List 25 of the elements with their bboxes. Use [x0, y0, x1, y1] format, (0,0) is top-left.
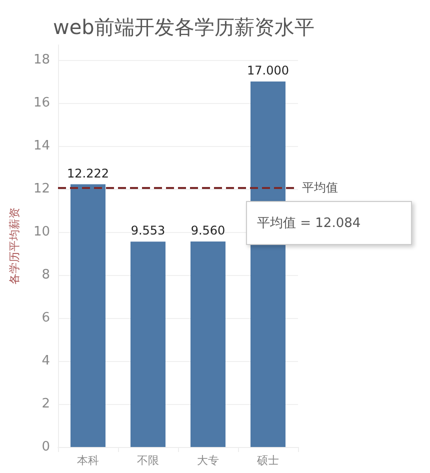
y-axis-title: 各学历平均薪资 — [8, 208, 21, 284]
bar — [190, 241, 226, 447]
data-label: 9.560 — [190, 223, 226, 238]
bar — [70, 184, 106, 447]
y-tick-label: 0 — [42, 440, 50, 454]
x-tick-label: 不限 — [137, 454, 159, 467]
y-tick-label: 6 — [42, 310, 50, 326]
bar — [130, 242, 166, 447]
chart-title: web前端开发各学历薪资水平 — [53, 15, 314, 39]
data-label: 17.000 — [247, 64, 289, 78]
data-label: 9.553 — [130, 224, 166, 238]
y-tick-label: 2 — [42, 396, 50, 412]
y-tick-label: 14 — [33, 138, 50, 154]
ref-line-label: 平均值 — [302, 180, 338, 194]
data-label: 12.222 — [67, 166, 109, 180]
x-tick-label: 本科 — [77, 454, 99, 467]
y-tick-label: 18 — [33, 52, 50, 68]
y-tick-label: 10 — [33, 224, 50, 240]
y-tick-label: 4 — [42, 354, 50, 369]
tooltip-box: 平均值 = 12.084 — [246, 201, 412, 245]
x-tick-label: 大专 — [197, 454, 219, 467]
y-tick-label: 16 — [33, 96, 50, 111]
x-tick-label: 硕士 — [256, 454, 279, 467]
y-tick-label: 12 — [33, 182, 50, 197]
y-tick-label: 8 — [42, 268, 50, 283]
